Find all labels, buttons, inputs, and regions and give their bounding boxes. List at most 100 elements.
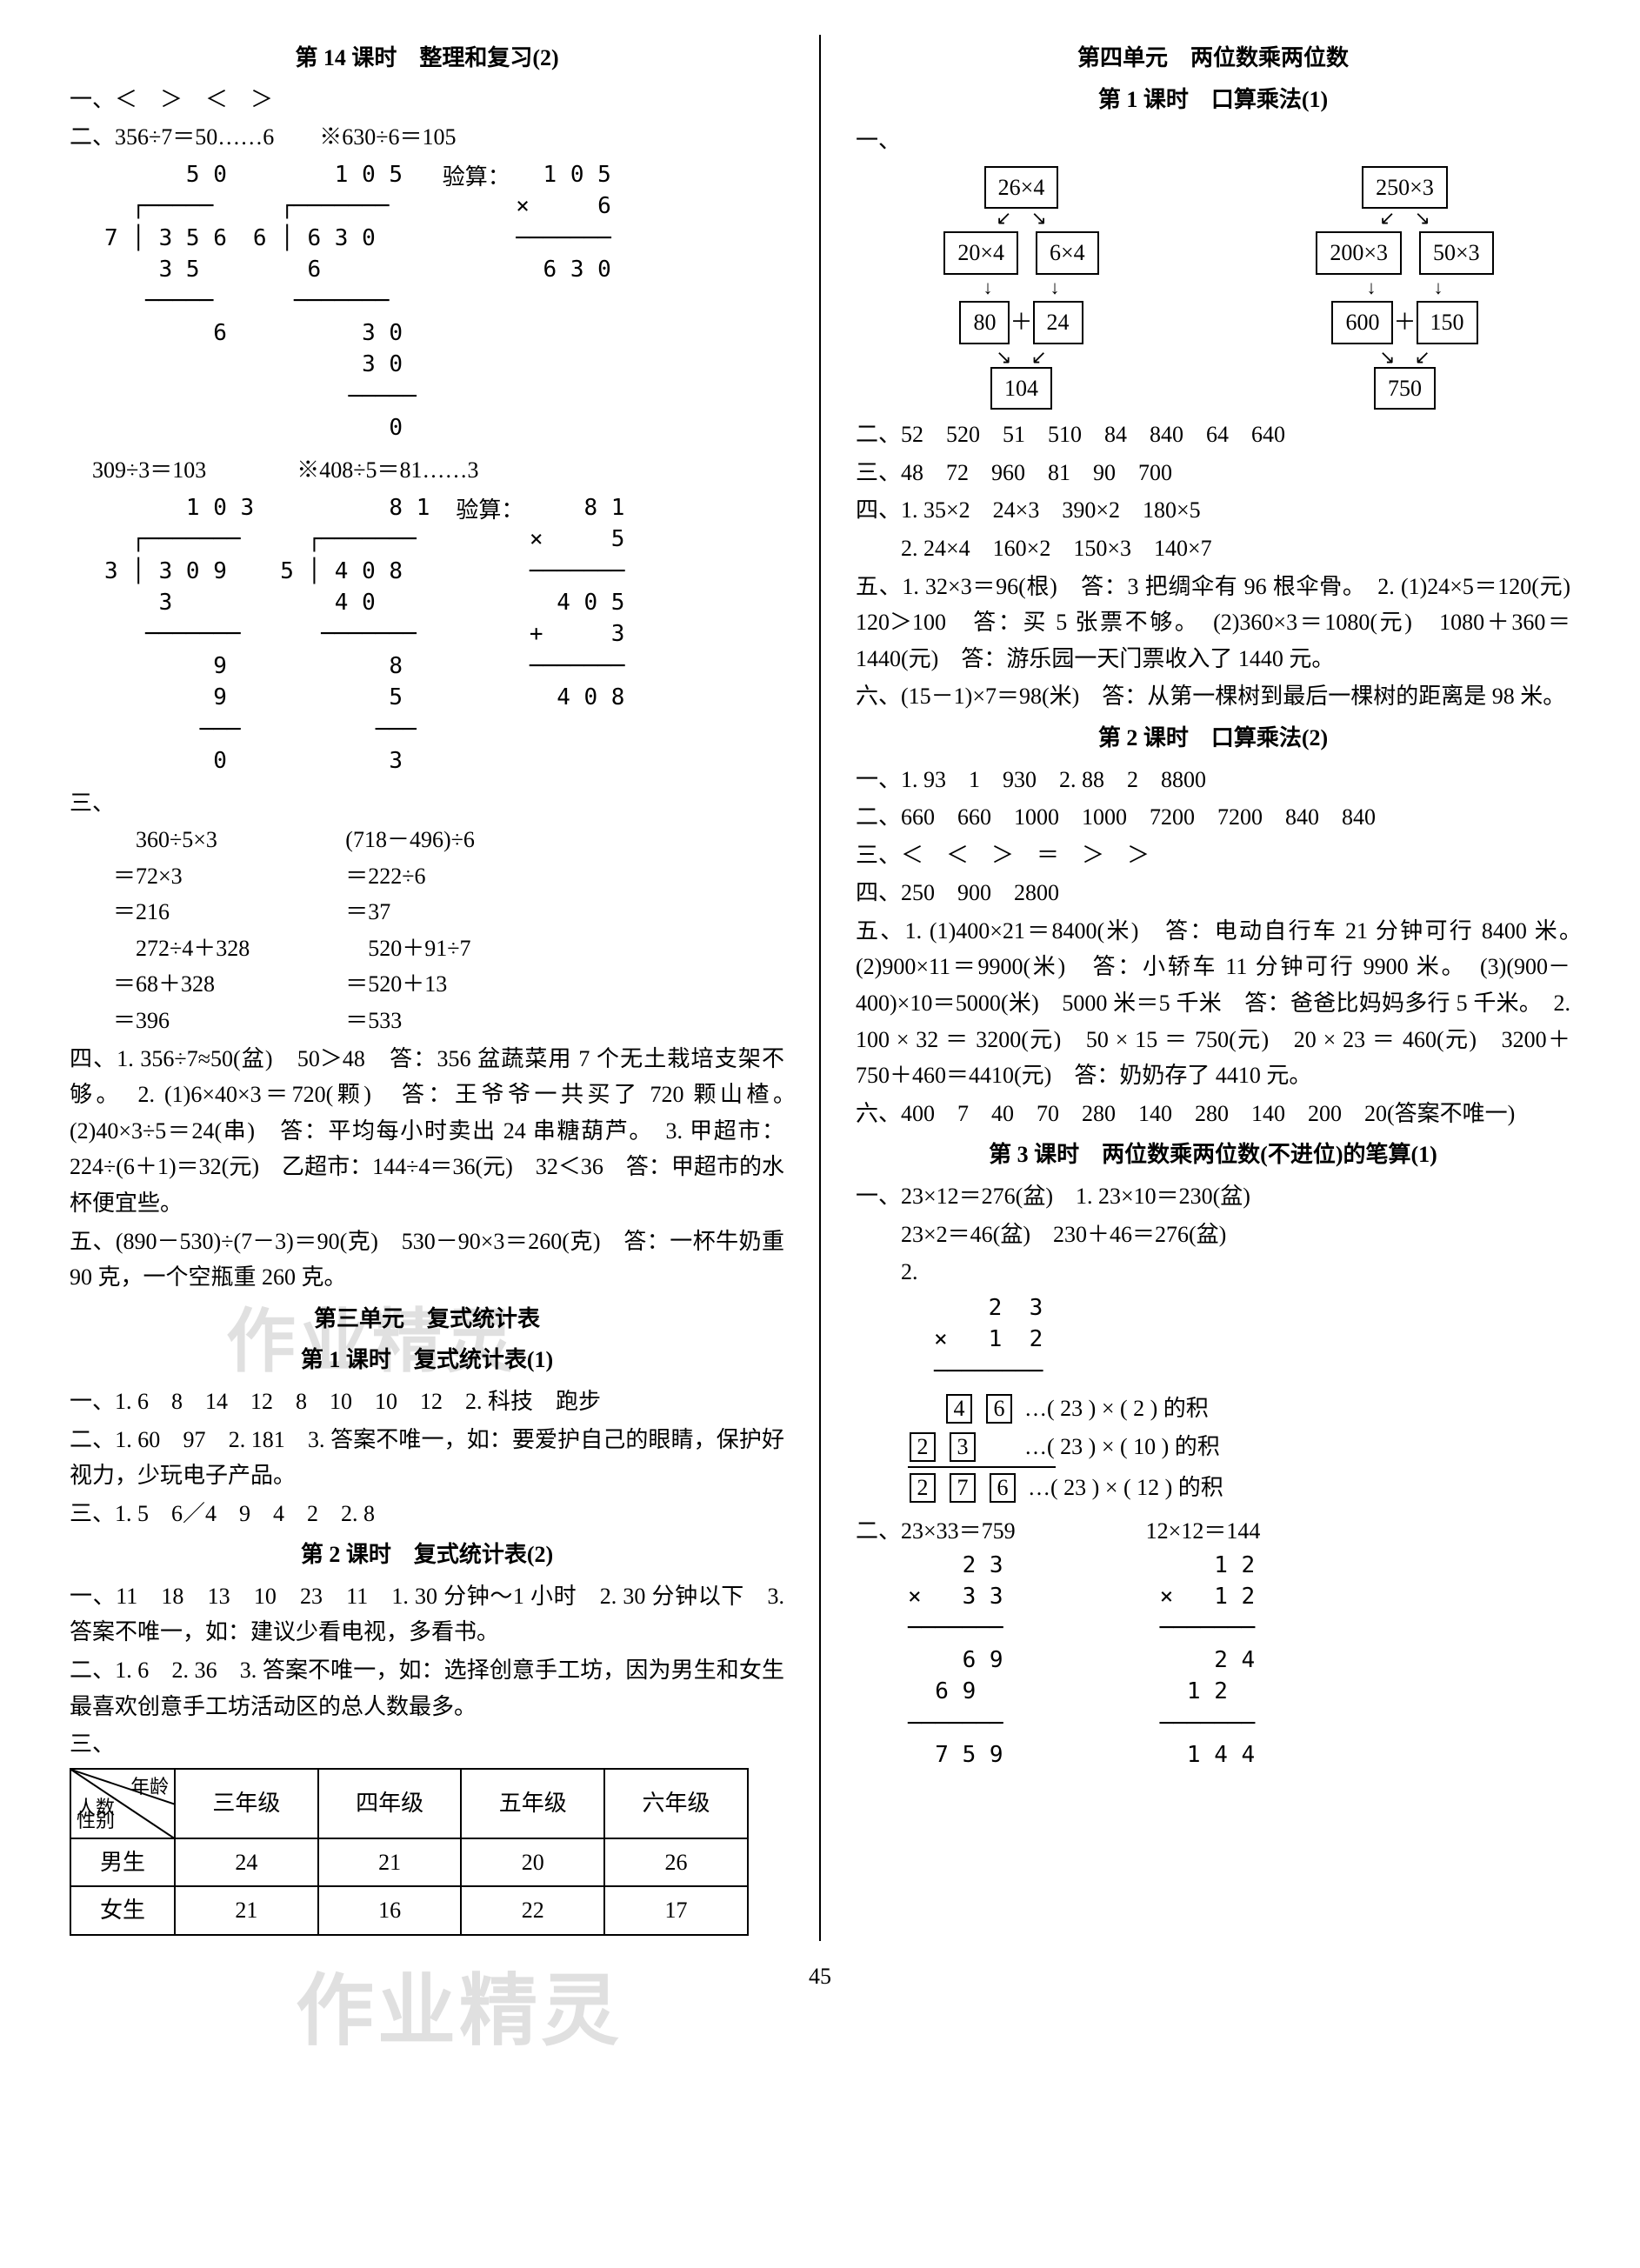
q3b0: (718－496)÷6: [345, 822, 475, 858]
q3a3: 272÷4＋328: [113, 931, 250, 967]
l3q2b: 12×12＝144: [1146, 1513, 1261, 1550]
long-div-1: 5 0 ┌───── 7 │ 3 5 6 3 5 ───── 6: [104, 159, 227, 444]
plus-icon-b: ＋: [1393, 304, 1416, 341]
flow-a: 26×4 ↙ ↘ 20×4 6×4 ↓ ↓ 80 ＋ 24 ↘ ↙ 104: [856, 166, 1187, 410]
mr1d2: 3: [950, 1432, 976, 1462]
mr1d1: 2: [910, 1432, 936, 1462]
q3a1: ＝72×3: [113, 858, 250, 895]
fa-l1: 20×4: [943, 231, 1018, 275]
q3a2: ＝216: [113, 894, 250, 931]
fb-sum: 750: [1374, 367, 1436, 410]
diag-bot: 性别: [77, 1805, 115, 1836]
u3l1-q3: 三、1. 5 6／4 9 4 2 2. 8: [70, 1496, 784, 1532]
l2q4: 四、250 900 2800: [856, 875, 1570, 911]
unit4-title: 第四单元 两位数乘两位数: [856, 40, 1570, 77]
r0c3: 26: [604, 1838, 748, 1887]
u3l1-title: 第 1 课时 复式统计表(1): [70, 1342, 784, 1378]
vm1-top: 2 3 × 1 2 ────────: [934, 1292, 1043, 1387]
l3q2a: 二、23×33＝759: [856, 1513, 1016, 1550]
long-div-3: 1 0 3 ┌─────── 3 │ 3 0 9 3 ─────── 9 9 ─…: [104, 492, 254, 777]
r-q4b: 2. 24×4 160×2 150×3 140×7: [856, 530, 1570, 567]
l-q5: 五、(890－530)÷(7－3)＝90(克) 530－90×3＝260(克) …: [70, 1224, 784, 1296]
q3b1: ＝222÷6: [345, 858, 475, 895]
fb-l1: 200×3: [1316, 231, 1402, 275]
mr2note: …( 23 ) × ( 12 ) 的积: [1028, 1470, 1223, 1506]
r0c2: 20: [461, 1838, 604, 1887]
mr2d2: 7: [950, 1473, 976, 1503]
lesson14-title: 第 14 课时 整理和复习(2): [70, 40, 784, 77]
fa-sum: 104: [990, 367, 1052, 410]
flow-b: 250×3 ↙ ↘ 200×3 50×3 ↓ ↓ 600 ＋ 150 ↘ ↙ 7…: [1239, 166, 1570, 410]
u3l2-q1: 一、11 18 13 10 23 11 1. 30 分钟～1 小时 2. 30 …: [70, 1578, 784, 1651]
r-q5: 五、1. 32×3＝96(根) 答：3 把绸伞有 96 根伞骨。 2. (1)2…: [856, 569, 1570, 677]
mr2d3: 6: [990, 1473, 1016, 1503]
l3q1-2label: 2.: [856, 1254, 1570, 1291]
unit3-title: 第三单元 复式统计表: [70, 1301, 784, 1337]
page-number: 45: [70, 1958, 1570, 1995]
u4l2-title: 第 2 课时 口算乘法(2): [856, 720, 1570, 757]
fb-l2: 600: [1331, 301, 1393, 344]
long-div-2: 1 0 5 ┌─────── 6 │ 6 3 0 6 ─────── 3 0 3…: [253, 159, 417, 444]
long-div-4: 8 1 ┌─────── 5 │ 4 0 8 4 0 ─────── 8 5 ─…: [280, 492, 430, 777]
l-q1: 一、＜ ＞ ＜ ＞: [70, 82, 784, 118]
r-q2: 二、52 520 51 510 84 840 64 640: [856, 417, 1570, 453]
r1c1: 16: [318, 1886, 462, 1935]
flow-label: 一、: [856, 123, 1570, 159]
check2: 8 1 × 5 ─────── 4 0 5 + 3 ─────── 4 0 8: [530, 492, 625, 714]
check1: 1 0 5 × 6 ─────── 6 3 0: [516, 159, 611, 286]
u3l1-q2: 二、1. 60 97 2. 181 3. 答案不唯一，如：要爱护自己的眼睛，保护…: [70, 1422, 784, 1494]
fb-r2: 150: [1417, 301, 1478, 344]
r1c0: 21: [175, 1886, 318, 1935]
check1-label: 验算：: [443, 164, 510, 190]
col-0: 三年级: [175, 1769, 318, 1838]
split-icon-b: ↙ ↘: [1379, 209, 1430, 228]
l2q5: 五、1. (1)400×21＝8400(米) 答：电动自行车 21 分钟可行 8…: [856, 913, 1570, 1094]
l-q4: 四、1. 356÷7≈50(盆) 50＞48 答：356 盆蔬菜用 7 个无土栽…: [70, 1041, 784, 1222]
q3a0: 360÷5×3: [113, 822, 250, 858]
u3l2-title: 第 2 课时 复式统计表(2): [70, 1537, 784, 1573]
down-icon: ↓ ↓: [983, 278, 1059, 297]
l2q2: 二、660 660 1000 1000 7200 7200 840 840: [856, 799, 1570, 836]
mult-row-1: 2 3 …( 23 ) × ( 10 ) 的积: [908, 1429, 1570, 1465]
q3b4: ＝520＋13: [345, 966, 475, 1003]
check2-label: 验算：: [456, 497, 523, 523]
down-icon-b: ↓ ↓: [1366, 278, 1443, 297]
mr2d1: 2: [910, 1473, 936, 1503]
l2q1: 一、1. 93 1 930 2. 88 2 8800: [856, 762, 1570, 798]
q3b5: ＝533: [345, 1003, 475, 1039]
col-3: 六年级: [604, 1769, 748, 1838]
fa-r1: 6×4: [1036, 231, 1099, 275]
fb-r1: 50×3: [1419, 231, 1494, 275]
row1-label: 女生: [70, 1886, 175, 1935]
l3q2-row: 二、23×33＝759 12×12＝144: [856, 1513, 1570, 1550]
r0c1: 21: [318, 1838, 462, 1887]
r0c0: 24: [175, 1838, 318, 1887]
mult-rule: [908, 1466, 1056, 1468]
fa-r2: 24: [1033, 301, 1083, 344]
r1c2: 22: [461, 1886, 604, 1935]
mult-row-2: 2 7 6 …( 23 ) × ( 12 ) 的积: [908, 1470, 1570, 1506]
l3q1a: 一、23×12＝276(盆) 1. 23×10＝230(盆): [856, 1178, 1570, 1215]
q3a4: ＝68＋328: [113, 966, 250, 1003]
l2q6: 六、400 7 40 70 280 140 280 140 200 20(答案不…: [856, 1096, 1570, 1132]
u3l2-q3-label: 三、: [70, 1726, 784, 1763]
l-q2-intro: 二、356÷7＝50……6 ※630÷6＝105: [70, 119, 784, 156]
row0-label: 男生: [70, 1838, 175, 1887]
u3l2-q2: 二、1. 6 2. 36 3. 答案不唯一，如：选择创意手工坊，因为男生和女生最…: [70, 1652, 784, 1724]
split-icon: ↙ ↘: [996, 209, 1047, 228]
u3l1-q1: 一、1. 6 8 14 12 8 10 10 12 2. 科技 跑步: [70, 1384, 784, 1420]
u4l3-title: 第 3 课时 两位数乘两位数(不进位)的笔算(1): [856, 1137, 1570, 1173]
r1c3: 17: [604, 1886, 748, 1935]
r-q6: 六、(15－1)×7＝98(米) 答：从第一棵树到最后一棵树的距离是 98 米。: [856, 678, 1570, 715]
stat-table: 年龄 人数 性别 三年级 四年级 五年级 六年级 男生 24 21 20 26 …: [70, 1768, 749, 1936]
q3-col-a: 360÷5×3 ＝72×3 ＝216 272÷4＋328 ＝68＋328 ＝39…: [113, 822, 250, 1039]
col-2: 五年级: [461, 1769, 604, 1838]
merge-icon: ↘ ↙: [996, 348, 1047, 367]
r-q4: 四、1. 35×2 24×3 390×2 180×5: [856, 492, 1570, 529]
l2q3: 三、＜ ＜ ＞ ＝ ＞ ＞: [856, 837, 1570, 874]
fb-top: 250×3: [1362, 166, 1448, 210]
merge-icon-b: ↘ ↙: [1379, 348, 1430, 367]
mr0note: …( 23 ) × ( 2 ) 的积: [1024, 1391, 1209, 1427]
u4l1-title: 第 1 课时 口算乘法(1): [856, 82, 1570, 118]
mr0d2: 6: [986, 1394, 1012, 1424]
